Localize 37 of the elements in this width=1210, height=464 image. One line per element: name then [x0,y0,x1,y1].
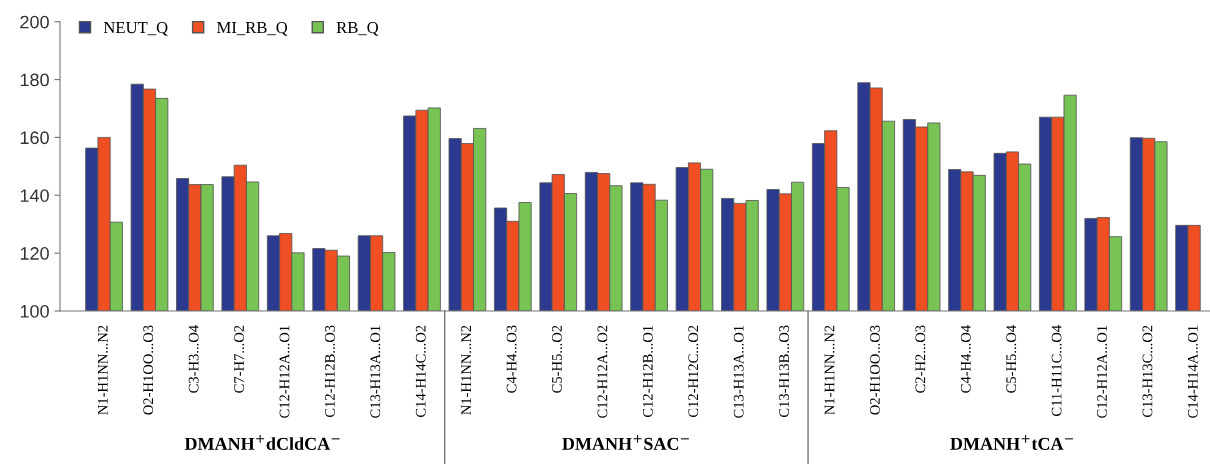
x-tick-label: N1-H1NN...N2 [824,325,835,415]
legend-label: NEUT_Q [103,21,168,36]
text: DMANH$^{+}$tCA$^{−}$ [950,434,1073,450]
y-tick-label: 160 [20,131,49,145]
x-tick-label: C13-H13C...O2 [1142,325,1153,418]
y-tick-label: 100 [20,304,49,318]
y-tick-label: 120 [20,247,49,260]
x-tick-label: C5-H5...O4 [1006,325,1017,393]
y-tick-label: 200 [20,15,49,29]
x-tick-label: C12-H12A...O2 [597,325,608,418]
x-tick-label: C4-H4...O3 [506,325,517,393]
x-tick-label: C12-H12C...O2 [688,325,699,418]
x-tick-label: O2-H1OO...O3 [143,325,154,415]
x-tick-label: C2-H2...O3 [915,325,926,393]
x-tick-label: C11-H11C...O4 [1051,325,1062,416]
legend-label: MI_RB_Q [216,21,288,36]
text: DMANH$^{+}$SAC$^{−}$ [562,434,689,450]
x-tick-label: C13-H13A...O1 [733,325,744,418]
x-tick-label: C4-H4...O4 [960,325,971,393]
x-tick-label: C5-H5...O2 [552,325,562,393]
y-tick-label: 180 [20,73,49,87]
x-tick-label: O2-H1OO...O3 [870,325,880,415]
x-tick-label: C14-H14C...O2 [415,325,426,418]
x-tick-label: C13-H13B...O3 [779,325,790,418]
legend-label: RB_Q [336,21,379,36]
x-tick-label: C3-H3...O4 [188,325,199,393]
x-tick-label: N1-H1NN...N2 [461,325,472,415]
text: DMANH$^{+}$dCldCA$^{−}$ [184,434,340,450]
x-tick-label: N1-H1NN...N2 [97,325,108,415]
x-tick-label: C7-H7...O2 [234,325,245,393]
x-tick-label: C13-H13A...O1 [370,325,381,418]
x-tick-label: C12-H12B...O3 [325,325,335,418]
x-tick-label: C12-H12A...O1 [279,325,290,418]
x-tick-label: C12-H12A...O1 [1097,325,1107,418]
x-tick-label: C12-H12B...O1 [642,325,653,418]
x-tick-label: C14-H14A...O1 [1187,325,1198,418]
y-tick-label: 140 [20,189,49,202]
